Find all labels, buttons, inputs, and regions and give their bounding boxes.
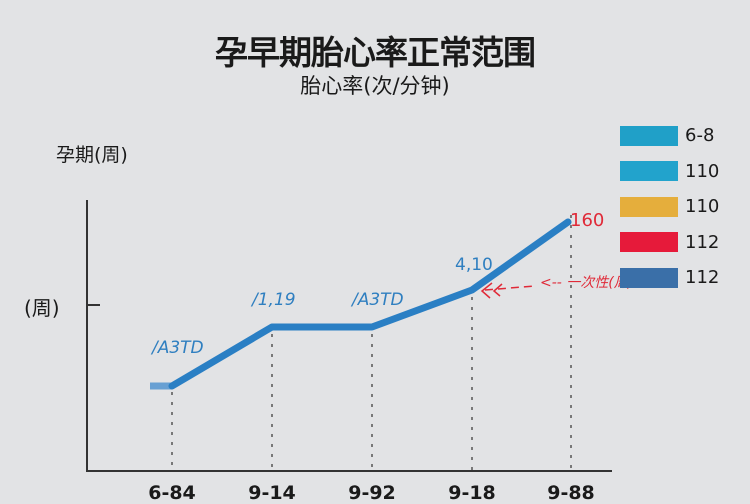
- legend-item: 112: [620, 225, 719, 261]
- x-tick-label: 9-18: [448, 482, 496, 504]
- x-tick-label: 9-92: [348, 482, 396, 504]
- annotation-arrow: [480, 282, 536, 299]
- point-label: /A3TD: [352, 290, 404, 310]
- chart-subtitle: 胎心率(次/分钟): [300, 74, 450, 98]
- chart-title: 孕早期胎心率正常范围: [215, 33, 536, 72]
- legend-label: 110: [685, 160, 720, 182]
- x-tick-label: 9-88: [547, 482, 595, 504]
- annotation-160: 160: [570, 210, 605, 231]
- vertical-guides: [171, 215, 572, 470]
- x-tick-label: 9-14: [248, 482, 296, 504]
- legend-item: 110: [620, 189, 719, 225]
- legend-swatch: [620, 196, 678, 217]
- legend-item: 112: [620, 260, 719, 296]
- x-tick-label: 6-84: [148, 482, 196, 504]
- legend-swatch: [620, 125, 678, 146]
- legend-item: 110: [620, 154, 719, 190]
- legend-swatch: [620, 161, 678, 182]
- legend-item: 6-8: [620, 118, 719, 154]
- legend: 6-8 110 110 112 112: [620, 118, 719, 296]
- legend-swatch: [620, 232, 678, 253]
- y-axis-label-top: 孕期(周): [56, 144, 128, 166]
- legend-label: 112: [685, 267, 720, 289]
- legend-label: 112: [685, 231, 720, 253]
- legend-swatch: [620, 267, 678, 288]
- point-label: 4,10: [455, 255, 493, 275]
- point-label: /1,19: [252, 290, 296, 310]
- annotation-arrow-label: <-- 一次性(周): [540, 275, 634, 291]
- y-axis-label-mid: (周): [24, 296, 60, 320]
- legend-label: 6-8: [685, 125, 715, 147]
- legend-label: 110: [685, 196, 720, 218]
- series-line: [168, 218, 572, 390]
- point-label: /A3TD: [152, 338, 204, 358]
